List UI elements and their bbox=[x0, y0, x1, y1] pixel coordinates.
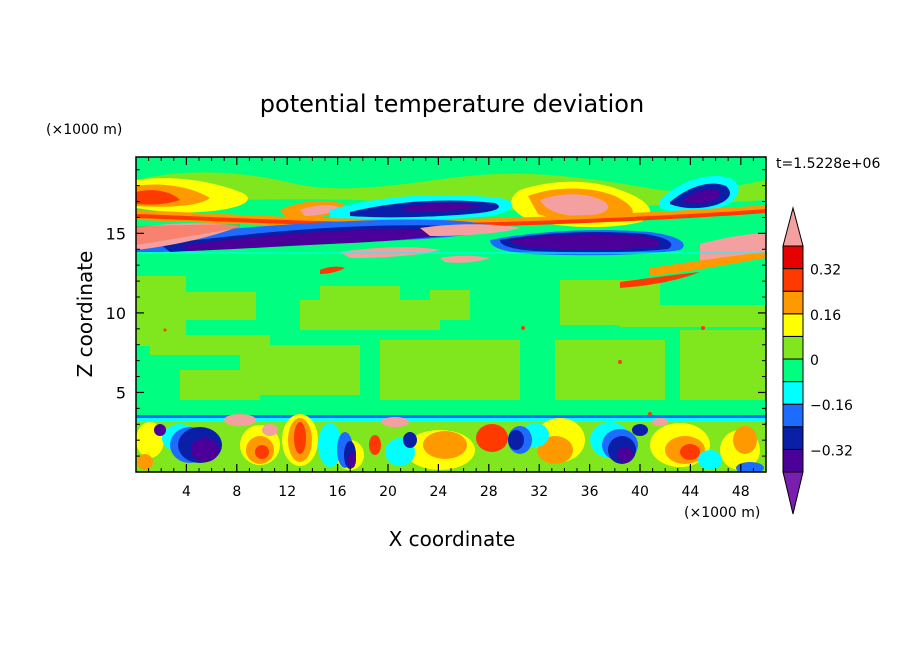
colorbar: 0.32 0.16 0 −0.16 −0.32 bbox=[782, 206, 853, 515]
upper-layers bbox=[136, 157, 766, 288]
x-tick-label: 48 bbox=[732, 484, 750, 500]
colorbar-box bbox=[782, 245, 804, 270]
x-tick-label: 4 bbox=[182, 484, 191, 500]
chart-title: potential temperature deviation bbox=[260, 90, 644, 118]
colorbar-box bbox=[782, 335, 804, 360]
colorbar-box bbox=[782, 313, 804, 337]
interior-positive-patches bbox=[136, 276, 766, 410]
colorbar-box bbox=[782, 403, 804, 428]
colorbar-label: 0 bbox=[810, 353, 819, 369]
x-tick-label: 12 bbox=[278, 484, 296, 500]
mixed-layer-top-cyan bbox=[136, 418, 766, 422]
x-tick-label: 24 bbox=[429, 484, 447, 500]
x-axis-unit: (×1000 m) bbox=[684, 505, 760, 521]
colorbar-label: 0.16 bbox=[810, 308, 841, 324]
x-tick-label: 40 bbox=[631, 484, 649, 500]
x-tick-label: 8 bbox=[232, 484, 241, 500]
x-axis-label: X coordinate bbox=[389, 527, 516, 551]
y-tick-label: 15 bbox=[106, 224, 126, 243]
y-tick-label: 10 bbox=[106, 304, 126, 323]
colorbar-box bbox=[782, 381, 804, 405]
y-tick-label: 5 bbox=[116, 383, 126, 402]
mixed-layer-top-cyan-line bbox=[136, 415, 766, 418]
colorbar-bottom-arrow bbox=[782, 471, 804, 515]
colorbar-label: 0.32 bbox=[810, 263, 841, 279]
colorbar-top-arrow bbox=[782, 206, 804, 247]
y-axis: 5 10 15 bbox=[106, 169, 766, 457]
x-tick-label: 28 bbox=[480, 484, 498, 500]
colorbar-box bbox=[782, 358, 804, 383]
interior-dots bbox=[163, 326, 705, 416]
colorbar-box bbox=[782, 426, 804, 450]
y-axis-unit: (×1000 m) bbox=[46, 122, 122, 138]
heatmap-field bbox=[136, 157, 766, 472]
x-tick-label: 16 bbox=[329, 484, 347, 500]
x-tick-label: 20 bbox=[379, 484, 397, 500]
colorbar-box bbox=[782, 448, 804, 473]
colorbar-label: −0.32 bbox=[810, 443, 853, 459]
mixed-layer-top-green bbox=[136, 400, 766, 414]
x-tick-label: 32 bbox=[530, 484, 548, 500]
x-tick-label: 44 bbox=[681, 484, 699, 500]
mixed-layer bbox=[136, 414, 766, 472]
x-tick-label: 36 bbox=[581, 484, 599, 500]
colorbar-label: −0.16 bbox=[810, 398, 853, 414]
colorbar-box bbox=[782, 268, 804, 292]
y-axis-label: Z coordinate bbox=[73, 251, 97, 378]
colorbar-box bbox=[782, 290, 804, 315]
x-axis: 4 8 12 16 20 24 28 32 36 40 44 48 bbox=[148, 157, 754, 500]
time-label: t=1.5228e+06 bbox=[776, 156, 880, 172]
